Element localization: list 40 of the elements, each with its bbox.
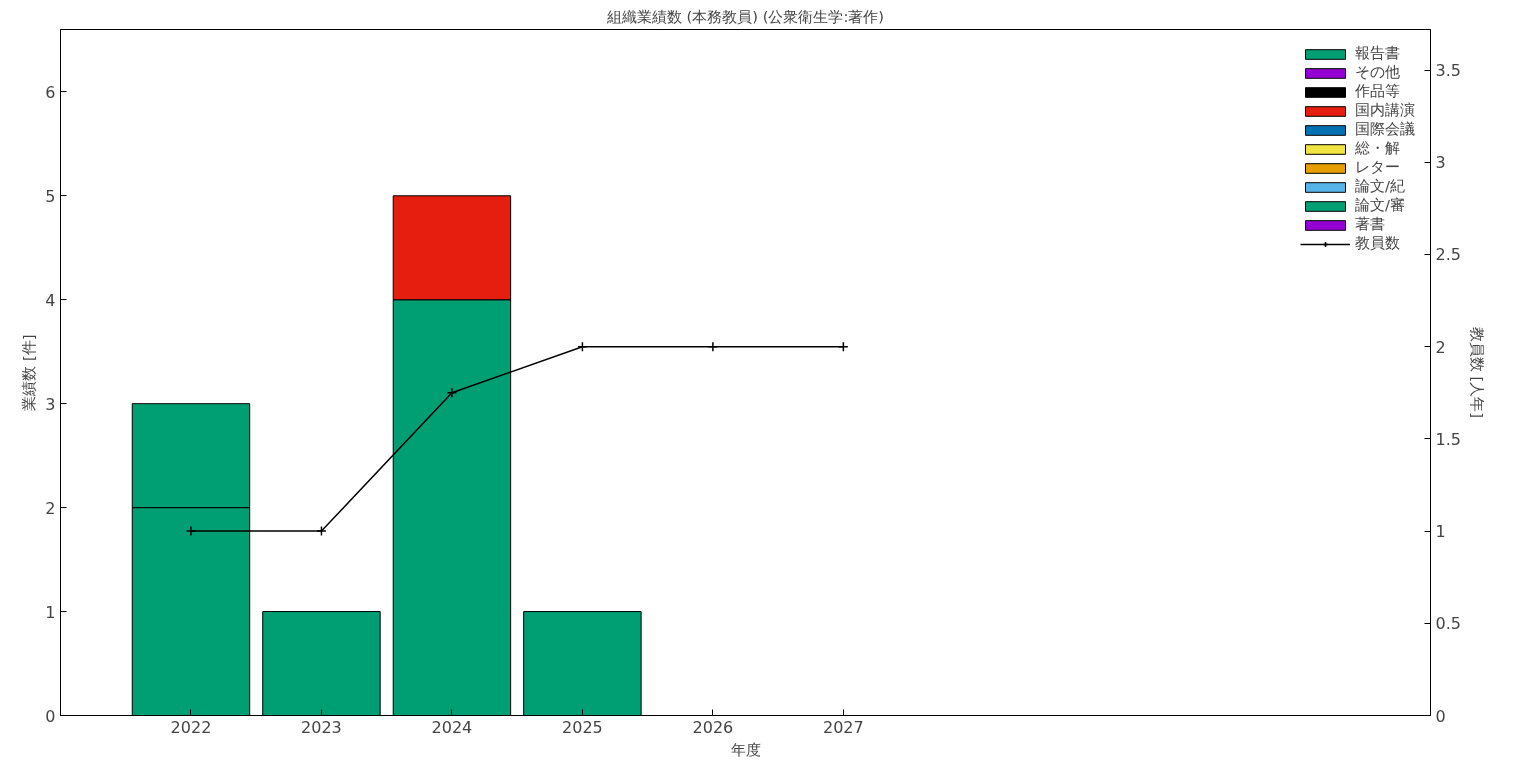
x-tick-label: 2024 [431, 717, 473, 737]
y-tick-label: 5 [45, 186, 56, 206]
y2-tick-label: 3.5 [1435, 61, 1461, 81]
y-axis-title: 業績数 [件] [20, 334, 38, 411]
y2-axis-title: 教員数 [人年] [1468, 326, 1486, 419]
y-tick-label: 1 [45, 602, 56, 622]
legend-label: 国内講演 [1355, 101, 1415, 120]
point [707, 341, 719, 352]
legend-label: 報告書 [1355, 44, 1400, 63]
x-axis-title: 年度 [730, 740, 761, 758]
legend-label: 論文/審 [1355, 196, 1405, 215]
y2-tick-label: 2 [1435, 337, 1446, 357]
legend-label: 国際会議 [1355, 120, 1415, 139]
legend-label: 教員数 [1355, 234, 1400, 253]
y-tick-label: 4 [45, 290, 56, 310]
y-tick-label: 0 [45, 706, 56, 726]
legend-label: 作品等 [1355, 82, 1400, 101]
x-tick-label: 2022 [170, 717, 212, 737]
y-tick-label: 2 [45, 498, 56, 518]
point [446, 387, 458, 399]
x-tick-label: 2026 [692, 717, 734, 737]
chart-title: 組織業績数 (本務教員) (公衆衛生学:著作) [605, 7, 885, 25]
y2-tick-label: 0.5 [1435, 614, 1461, 634]
y2-tick-label: 2.5 [1435, 245, 1461, 265]
point [185, 525, 197, 537]
x-tick-label: 2027 [823, 717, 864, 737]
y2-tick-label: 1.5 [1435, 429, 1461, 449]
x-tick-label: 2025 [562, 717, 603, 737]
legend-label: 総・解 [1355, 139, 1400, 158]
y-tick-label: 6 [45, 82, 56, 102]
legend-label: レター [1355, 158, 1400, 177]
legend-label: その他 [1355, 63, 1400, 82]
y2-tick-label: 1 [1435, 522, 1446, 542]
legend-label: 著書 [1355, 215, 1385, 234]
legend-label: 論文/紀 [1355, 177, 1405, 196]
y2-tick-label: 3 [1435, 153, 1446, 173]
y-tick-label: 3 [45, 394, 56, 414]
point [316, 525, 327, 537]
y2-tick-label: 0 [1435, 706, 1446, 726]
x-tick-label: 2023 [301, 717, 342, 737]
